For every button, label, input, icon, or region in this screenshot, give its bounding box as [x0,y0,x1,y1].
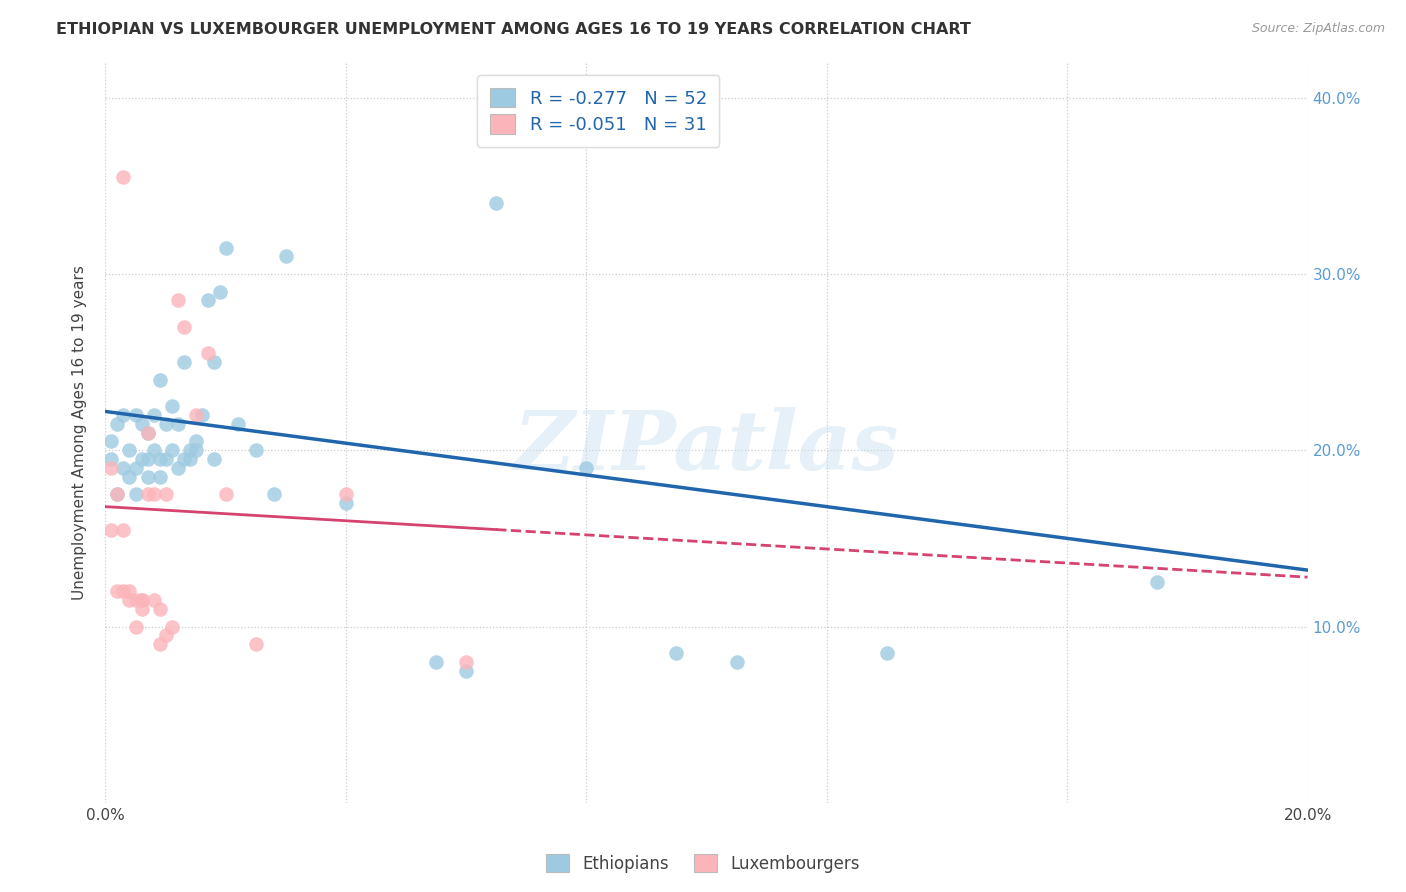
Point [160,399,183,413]
Point [184,408,207,422]
Point [136,425,159,440]
Point [112,523,135,537]
Point [725,655,748,669]
Text: ZIPatlas: ZIPatlas [513,408,900,487]
Point [148,373,170,387]
Point [155,452,177,467]
Point [112,169,135,184]
Point [124,461,146,475]
Point [208,285,231,299]
Point [335,496,357,510]
Point [245,637,267,651]
Point [100,452,122,467]
Point [335,487,357,501]
Point [155,628,177,642]
Point [155,487,177,501]
Point [160,619,183,633]
Point [136,425,159,440]
Point [179,452,201,467]
Point [214,487,236,501]
Point [100,461,122,475]
Point [197,346,219,360]
Point [107,417,129,431]
Point [107,584,129,599]
Point [112,461,135,475]
Point [148,469,170,483]
Point [107,487,129,501]
Text: Source: ZipAtlas.com: Source: ZipAtlas.com [1251,22,1385,36]
Point [190,408,212,422]
Point [112,584,135,599]
Point [179,443,201,458]
Point [118,584,141,599]
Point [148,637,170,651]
Point [100,434,122,449]
Point [876,646,898,660]
Point [131,593,153,607]
Point [118,469,141,483]
Point [214,241,236,255]
Point [107,487,129,501]
Point [136,452,159,467]
Point [136,487,159,501]
Point [454,655,477,669]
Point [263,487,285,501]
Point [197,293,219,308]
Point [173,355,195,369]
Point [454,664,477,678]
Text: ETHIOPIAN VS LUXEMBOURGER UNEMPLOYMENT AMONG AGES 16 TO 19 YEARS CORRELATION CHA: ETHIOPIAN VS LUXEMBOURGER UNEMPLOYMENT A… [56,22,972,37]
Point [142,408,165,422]
Point [166,461,188,475]
Point [124,619,146,633]
Point [245,443,267,458]
Point [202,355,225,369]
Point [226,417,249,431]
Point [124,593,146,607]
Point [112,408,135,422]
Point [425,655,447,669]
Point [131,602,153,616]
Point [202,452,225,467]
Y-axis label: Unemployment Among Ages 16 to 19 years: Unemployment Among Ages 16 to 19 years [72,265,87,600]
Point [1146,575,1168,590]
Point [142,487,165,501]
Point [131,417,153,431]
Point [148,602,170,616]
Point [142,443,165,458]
Point [118,443,141,458]
Point [274,249,297,263]
Point [575,461,598,475]
Point [665,646,688,660]
Point [148,452,170,467]
Point [124,487,146,501]
Legend: Ethiopians, Luxembourgers: Ethiopians, Luxembourgers [538,847,868,880]
Point [166,417,188,431]
Point [100,523,122,537]
Point [131,593,153,607]
Point [155,417,177,431]
Point [184,443,207,458]
Point [118,593,141,607]
Point [173,452,195,467]
Point [173,319,195,334]
Point [166,293,188,308]
Point [485,196,508,211]
Point [124,408,146,422]
Point [160,443,183,458]
Point [131,452,153,467]
Legend: R = -0.277   N = 52, R = -0.051   N = 31: R = -0.277 N = 52, R = -0.051 N = 31 [477,75,720,146]
Point [142,593,165,607]
Point [136,469,159,483]
Point [184,434,207,449]
